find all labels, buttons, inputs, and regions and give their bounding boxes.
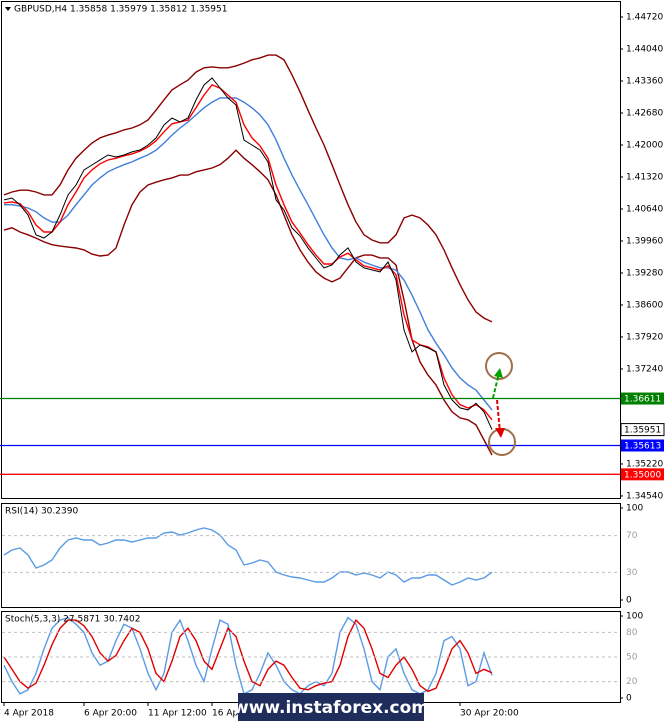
x-tick-label: 30 Apr 20:00 — [460, 709, 519, 719]
series-line — [3, 527, 493, 586]
y-tick-label: 1.44040 — [626, 45, 663, 55]
level-box — [621, 468, 664, 481]
level-label: 80 — [626, 628, 638, 638]
watermark-box — [238, 693, 424, 721]
y-tick-label: 0 — [626, 694, 632, 704]
main-panel — [1, 1, 621, 499]
y-tick-label: 1.39960 — [626, 236, 663, 246]
up-arrow — [492, 372, 500, 399]
panel-title: GBPUSD,H4 1.35858 1.35979 1.35812 1.3595… — [14, 5, 227, 15]
target-circle — [485, 352, 513, 380]
y-tick-label: 0 — [626, 596, 632, 606]
menu-triangle — [5, 7, 11, 11]
series-line — [3, 77, 493, 430]
series-line — [3, 616, 493, 695]
y-tick-label: 1.37240 — [626, 364, 663, 374]
y-tick-label: 1.43360 — [626, 76, 663, 86]
watermark: www.instaforex.com — [233, 698, 429, 718]
series-line — [3, 54, 493, 323]
up-arrow-head — [494, 368, 503, 378]
y-tick-label: 1.38600 — [626, 300, 663, 310]
down-arrow-head — [495, 428, 505, 438]
x-tick-label: 6 Apr 20:00 — [84, 709, 137, 719]
level-label: 20 — [626, 677, 638, 687]
level-label: 1.35951 — [624, 426, 661, 436]
level-box — [621, 439, 664, 452]
x-tick-label: 11 Apr 12:00 — [148, 709, 207, 719]
down-arrow — [496, 399, 501, 433]
level-label: 1.35000 — [624, 470, 661, 480]
y-tick-label: 1.35220 — [626, 459, 663, 469]
rsi-panel — [1, 503, 621, 608]
level-label: 70 — [626, 531, 638, 541]
level-box — [620, 423, 665, 437]
y-tick-label: 1.41320 — [626, 172, 663, 182]
y-tick-label: 100 — [626, 504, 643, 514]
series-line — [4, 97, 493, 411]
level-box — [621, 392, 664, 405]
x-tick-label: 4 Apr 2018 — [4, 709, 54, 719]
y-tick-label: 1.42000 — [626, 140, 663, 150]
series-line — [3, 149, 493, 456]
y-tick-label: 1.44720 — [626, 13, 663, 23]
y-tick-label: 1.42680 — [626, 108, 663, 118]
y-tick-label: 1.34540 — [626, 491, 663, 501]
level-label: 1.35613 — [624, 441, 661, 451]
panel-title: RSI(14) 30.2390 — [5, 507, 78, 517]
series-line — [3, 618, 493, 693]
y-tick-label: 100 — [626, 612, 643, 622]
y-tick-label: 1.39280 — [626, 268, 663, 278]
y-tick-label: 1.40640 — [626, 204, 663, 214]
series-line — [3, 83, 493, 421]
level-label: 1.36611 — [624, 395, 661, 405]
level-label: 30 — [626, 568, 638, 578]
panel-title: Stoch(5,3,3) 27.5871 30.7402 — [5, 615, 140, 625]
level-label: 50 — [626, 653, 638, 663]
annotations — [485, 352, 516, 456]
y-tick-label: 1.37920 — [626, 332, 663, 342]
